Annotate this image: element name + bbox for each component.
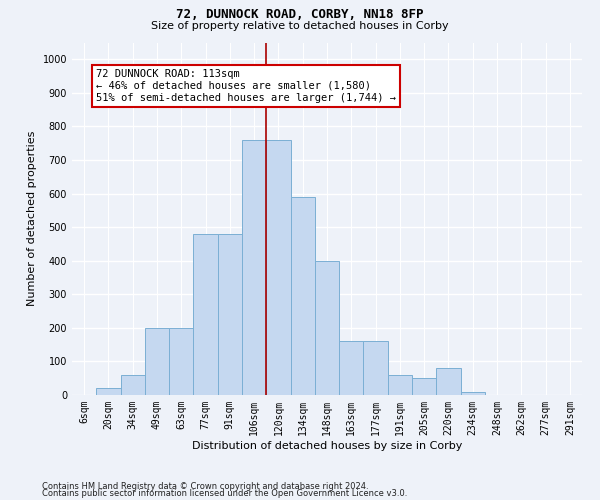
Bar xyxy=(121,375,145,395)
Bar xyxy=(266,140,290,395)
Bar xyxy=(145,328,169,395)
Bar xyxy=(242,140,266,395)
Text: 72 DUNNOCK ROAD: 113sqm
← 46% of detached houses are smaller (1,580)
51% of semi: 72 DUNNOCK ROAD: 113sqm ← 46% of detache… xyxy=(96,70,396,102)
Bar xyxy=(412,378,436,395)
Bar xyxy=(364,342,388,395)
Text: Contains HM Land Registry data © Crown copyright and database right 2024.: Contains HM Land Registry data © Crown c… xyxy=(42,482,368,491)
Text: 72, DUNNOCK ROAD, CORBY, NN18 8FP: 72, DUNNOCK ROAD, CORBY, NN18 8FP xyxy=(176,8,424,20)
Bar xyxy=(218,234,242,395)
Bar xyxy=(315,260,339,395)
Bar xyxy=(388,375,412,395)
Text: Size of property relative to detached houses in Corby: Size of property relative to detached ho… xyxy=(151,21,449,31)
Bar xyxy=(290,197,315,395)
Bar xyxy=(193,234,218,395)
Bar xyxy=(461,392,485,395)
Bar xyxy=(436,368,461,395)
Bar xyxy=(169,328,193,395)
Bar xyxy=(339,342,364,395)
Text: Contains public sector information licensed under the Open Government Licence v3: Contains public sector information licen… xyxy=(42,490,407,498)
X-axis label: Distribution of detached houses by size in Corby: Distribution of detached houses by size … xyxy=(192,440,462,450)
Y-axis label: Number of detached properties: Number of detached properties xyxy=(27,131,37,306)
Bar xyxy=(96,388,121,395)
